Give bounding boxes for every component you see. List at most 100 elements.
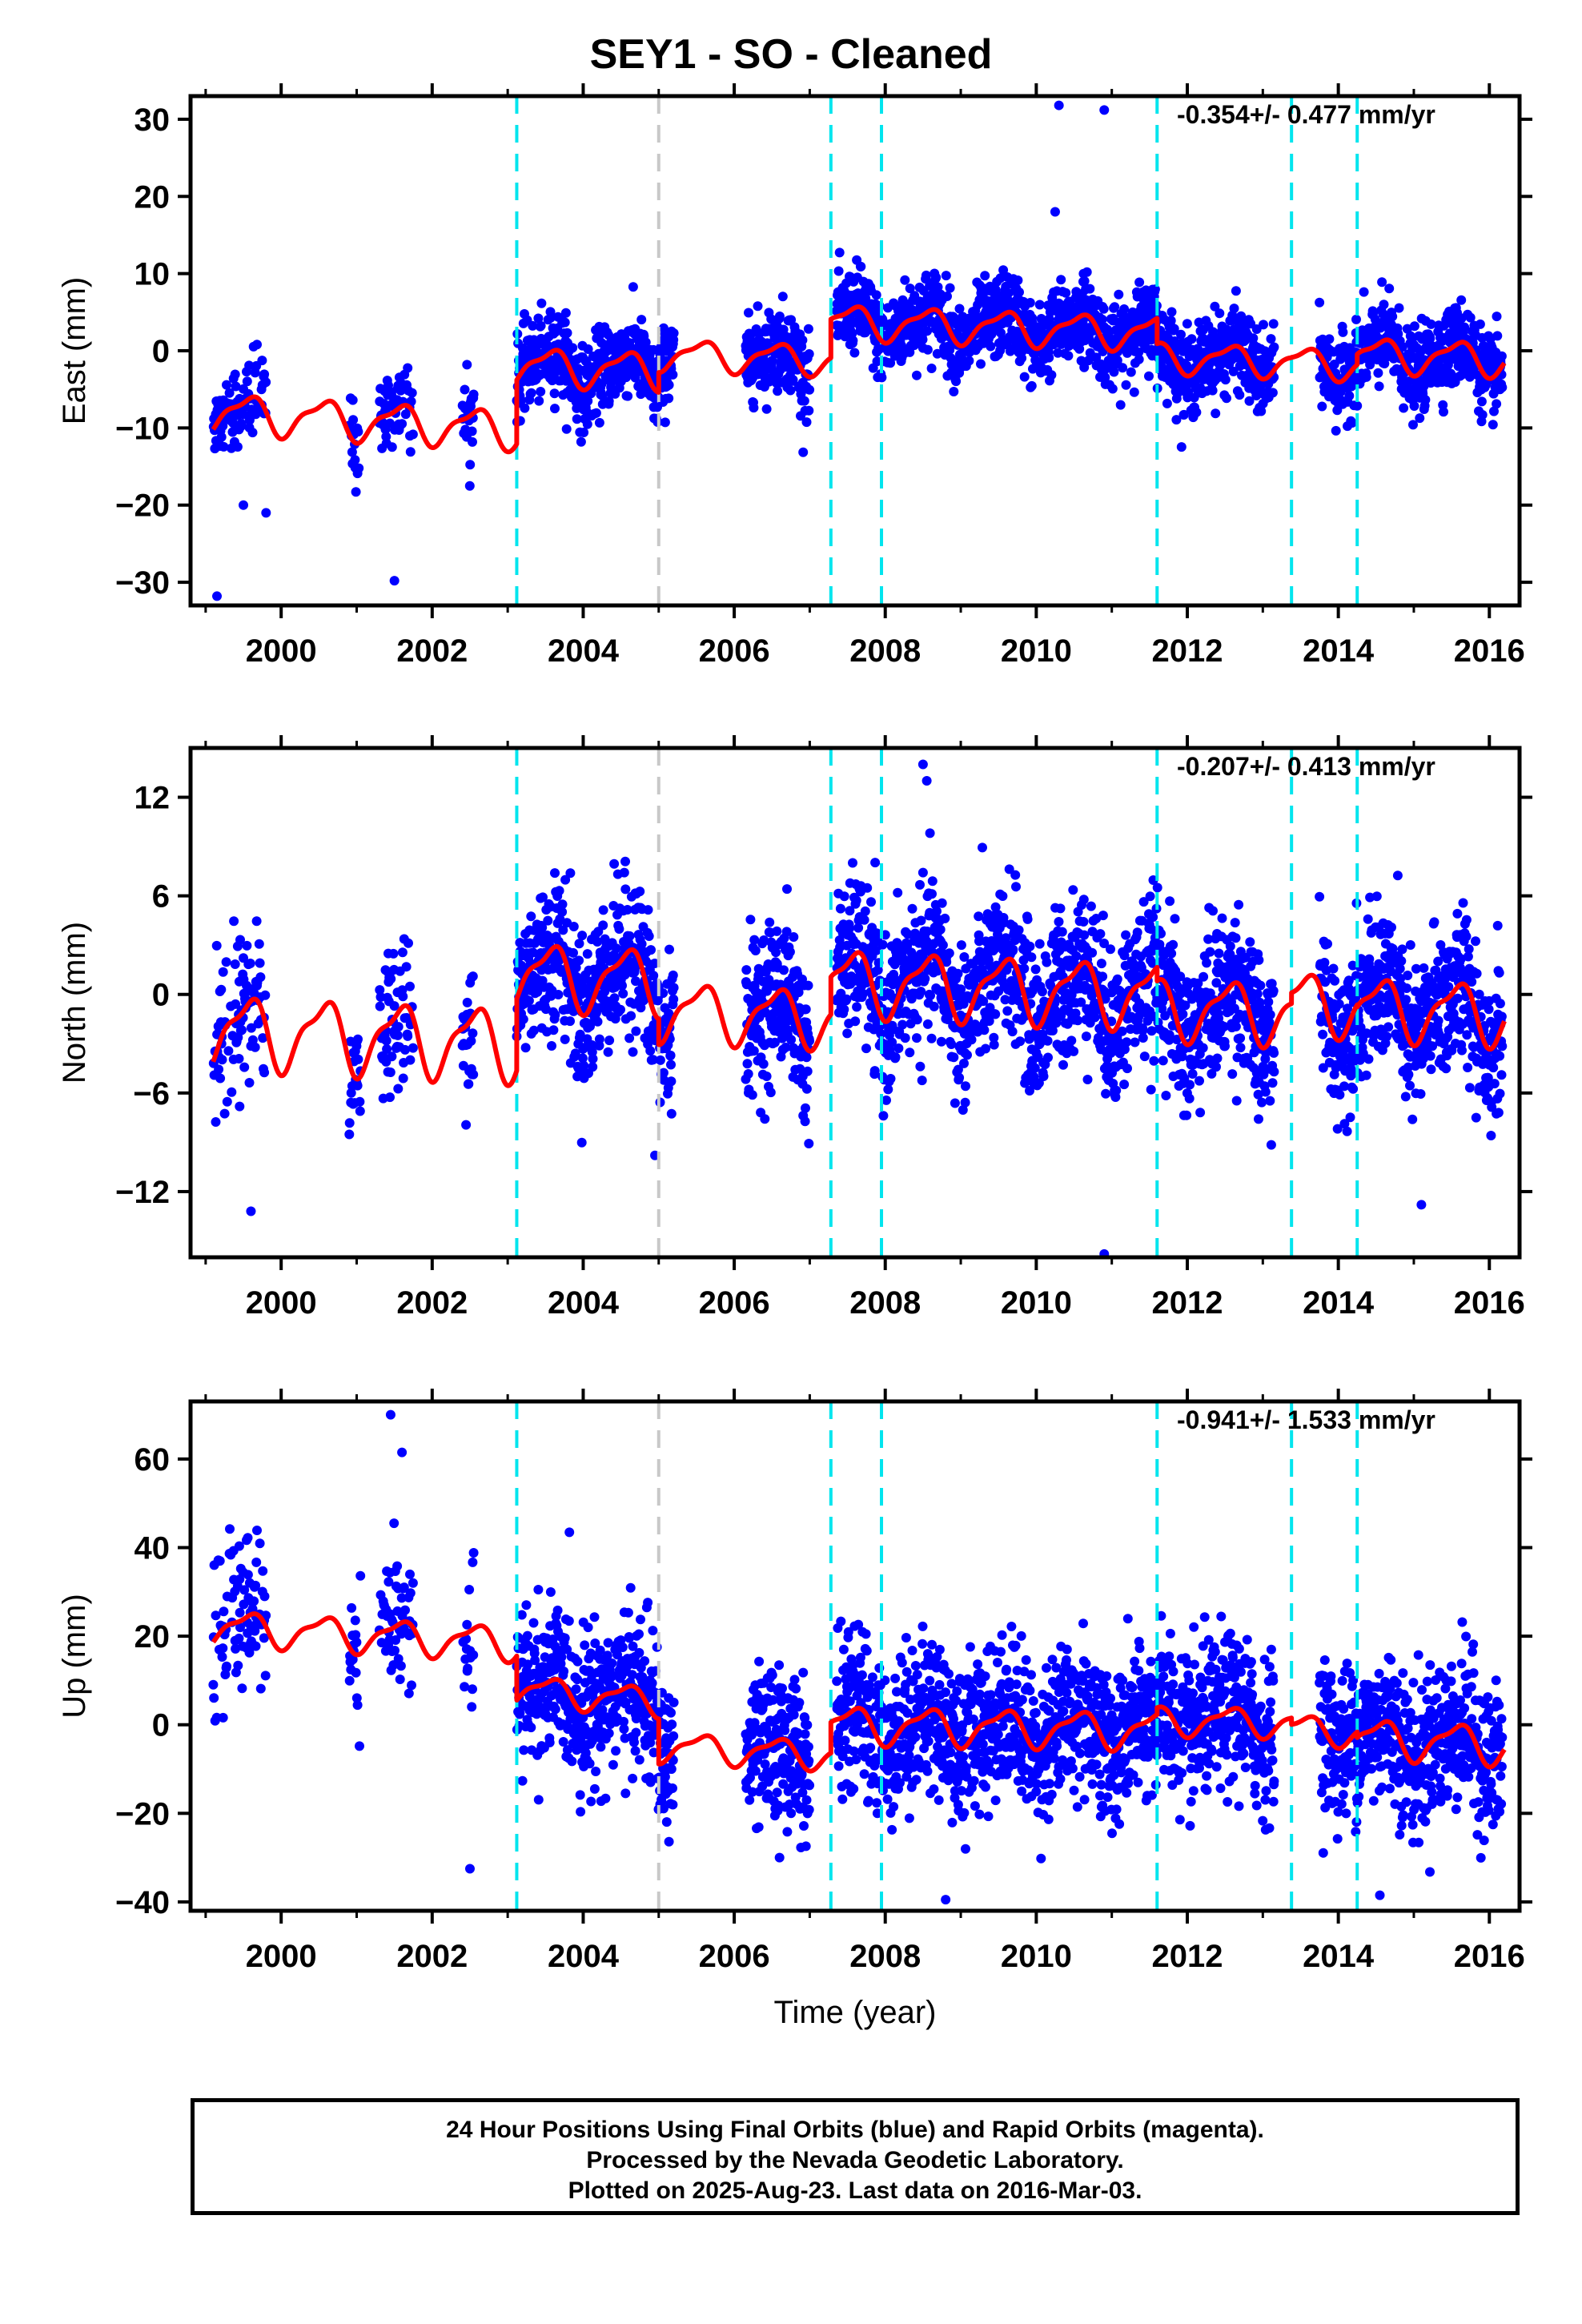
data-point — [929, 1001, 939, 1011]
data-point — [235, 1101, 245, 1112]
data-point — [557, 899, 568, 910]
data-point — [771, 947, 781, 958]
data-point — [1409, 401, 1419, 411]
data-point — [1178, 409, 1189, 420]
data-point — [990, 1009, 1001, 1019]
data-point — [950, 1098, 960, 1108]
data-point — [594, 417, 604, 428]
data-point — [461, 1120, 472, 1130]
data-point — [403, 1031, 413, 1041]
data-point — [749, 403, 759, 413]
data-point — [845, 923, 854, 934]
data-point — [1256, 406, 1267, 416]
data-point — [1037, 987, 1047, 997]
data-point — [396, 385, 406, 396]
data-point — [741, 965, 752, 975]
data-point — [259, 1068, 270, 1078]
data-point — [562, 328, 572, 338]
data-point — [1195, 1108, 1206, 1118]
data-point — [1112, 974, 1122, 984]
data-point — [848, 336, 858, 346]
data-point — [533, 313, 544, 324]
data-point — [655, 1055, 665, 1065]
data-point — [1475, 319, 1485, 329]
data-point — [1166, 948, 1177, 959]
data-point — [344, 1118, 355, 1128]
data-point — [1150, 284, 1160, 295]
data-point — [773, 386, 783, 396]
data-point — [1168, 939, 1178, 950]
data-point — [239, 409, 249, 420]
data-point — [636, 315, 647, 325]
data-point — [596, 379, 607, 389]
data-point — [543, 915, 553, 926]
data-point — [585, 1021, 595, 1031]
data-point — [877, 372, 887, 383]
data-point — [912, 1015, 922, 1025]
data-point — [800, 1116, 810, 1127]
data-point — [1038, 1072, 1049, 1081]
data-point — [1146, 1084, 1156, 1095]
data-point — [583, 396, 593, 406]
x-tick-label: 2002 — [396, 633, 468, 669]
x-tick-label: 2010 — [1001, 633, 1072, 669]
data-point — [1497, 382, 1508, 392]
data-point — [560, 308, 571, 318]
data-point — [245, 959, 255, 968]
data-point — [594, 1034, 604, 1044]
data-point — [921, 270, 931, 280]
data-point — [387, 442, 397, 452]
data-point — [897, 1019, 908, 1030]
data-point — [1169, 324, 1179, 334]
data-point — [1211, 408, 1221, 419]
data-point — [375, 985, 385, 995]
data-point — [1185, 1080, 1195, 1090]
data-point — [1222, 393, 1231, 404]
data-point — [468, 436, 477, 447]
data-point — [648, 1055, 658, 1065]
data-point — [532, 987, 543, 997]
data-point — [348, 415, 359, 425]
outlier-point — [389, 576, 400, 586]
data-point — [658, 988, 669, 999]
data-point — [1098, 971, 1108, 982]
data-point — [1122, 1037, 1132, 1047]
y-tick-label: −20 — [115, 489, 170, 524]
data-point — [259, 369, 270, 380]
data-point — [1112, 356, 1122, 365]
data-point — [576, 436, 586, 447]
data-point — [949, 1052, 959, 1063]
data-point — [946, 1039, 957, 1049]
data-point — [1096, 959, 1106, 969]
data-point — [222, 1096, 232, 1107]
data-point — [877, 939, 888, 950]
data-point — [936, 1036, 946, 1047]
data-point — [1095, 929, 1106, 939]
data-point — [1324, 334, 1335, 344]
data-point — [1058, 1059, 1068, 1070]
data-point — [1315, 297, 1325, 308]
data-point — [568, 343, 578, 353]
data-point — [1397, 342, 1407, 352]
data-point — [981, 1043, 990, 1054]
data-point — [761, 1072, 772, 1081]
data-point — [219, 1108, 230, 1119]
data-point — [941, 271, 951, 281]
chart-title: SEY1 - SO - Cleaned — [589, 31, 993, 78]
data-point — [664, 393, 674, 404]
data-point — [966, 1035, 977, 1045]
data-point — [893, 887, 903, 898]
data-point — [747, 1090, 757, 1100]
data-point — [1119, 1080, 1130, 1090]
data-point — [1214, 948, 1224, 959]
data-point — [236, 419, 247, 428]
data-point — [1082, 267, 1092, 277]
data-point — [962, 1050, 972, 1060]
data-point — [353, 1054, 363, 1064]
outlier-point — [1099, 105, 1110, 115]
data-point — [1079, 930, 1090, 940]
data-point — [885, 1074, 896, 1084]
velocity-rate-label: -0.354+/- 0.477 mm/yr — [1177, 100, 1435, 129]
data-point — [400, 1044, 410, 1055]
data-point — [916, 915, 926, 926]
